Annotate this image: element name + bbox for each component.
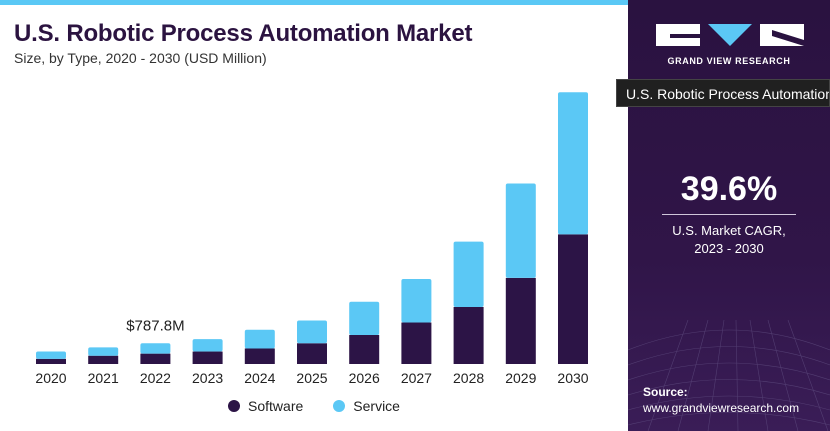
legend-swatch-software (228, 400, 241, 412)
bar-software-2024 (244, 348, 275, 364)
bar-service-2028 (453, 241, 484, 307)
x-tick-label: 2021 (88, 370, 119, 386)
bar-service-2025 (297, 320, 327, 344)
cagr-divider (662, 214, 796, 215)
cagr-label-line2: 2023 - 2030 (694, 241, 764, 256)
x-tick-label: 2022 (140, 370, 171, 386)
bar-service-2021 (88, 347, 119, 356)
bar-service-2026 (349, 301, 380, 335)
bar-software-2026 (349, 334, 380, 364)
x-tick-label: 2027 (401, 370, 432, 386)
bar-software-2021 (88, 355, 119, 364)
x-tick-label: 2026 (349, 370, 380, 386)
bar-service-2029 (505, 183, 536, 278)
source-link[interactable]: www.grandviewresearch.com (643, 401, 800, 415)
insight-panel: GRAND VIEW RESEARCH 39.6% U.S. Market CA… (628, 0, 830, 431)
cagr-value: 39.6% (680, 170, 778, 208)
bar-software-2028 (453, 306, 484, 364)
chart-area: U.S. Robotic Process Automation Market S… (0, 0, 628, 414)
bar-software-2030 (558, 234, 588, 364)
data-label-annotation: $787.8M (126, 317, 184, 334)
bar-software-2025 (297, 343, 327, 364)
x-tick-label: 2024 (244, 370, 275, 386)
legend-swatch-service (333, 400, 346, 412)
bar-software-2022 (140, 353, 171, 364)
x-tick-label: 2025 (296, 370, 327, 386)
bar-service-2020 (36, 351, 66, 359)
bar-chart: 2020 2021 2022 2023 2024 2025 2026 2027 2028 2029… (35, 92, 589, 386)
chart-legend: Software Service (0, 398, 628, 414)
grand-view-research-logo (656, 24, 804, 46)
chart-subtitle: Size, by Type, 2020 - 2030 (USD Million) (14, 50, 267, 66)
legend-label-software: Software (248, 398, 304, 414)
legend-item-service: Service (333, 398, 400, 414)
x-tick-label: 2023 (192, 370, 223, 386)
title-tooltip: U.S. Robotic Process Automation (616, 79, 830, 107)
bar-service-2030 (558, 92, 588, 235)
brand-name: GRAND VIEW RESEARCH (667, 56, 791, 66)
bar-service-2027 (401, 278, 432, 323)
bar-software-2027 (401, 322, 432, 364)
cagr-label-line1: U.S. Market CAGR, (672, 223, 786, 238)
x-tick-label: 2030 (557, 370, 588, 386)
bar-software-2020 (36, 358, 66, 364)
chart-title: U.S. Robotic Process Automation Market (14, 20, 473, 47)
x-tick-label: 2020 (35, 370, 66, 386)
x-tick-label: 2028 (453, 370, 484, 386)
bar-software-2023 (192, 351, 223, 364)
bar-service-2024 (244, 329, 275, 349)
bar-service-2022 (140, 343, 171, 354)
legend-item-software: Software (228, 398, 303, 414)
decorative-grid-graphic (628, 319, 830, 431)
source-label: Source: (643, 385, 688, 399)
cagr-label: U.S. Market CAGR, 2023 - 2030 (628, 222, 830, 258)
x-tick-label: 2029 (505, 370, 536, 386)
bar-service-2023 (192, 339, 223, 352)
bar-software-2029 (505, 277, 536, 364)
legend-label-service: Service (353, 398, 400, 414)
top-accent-bar (0, 0, 628, 5)
